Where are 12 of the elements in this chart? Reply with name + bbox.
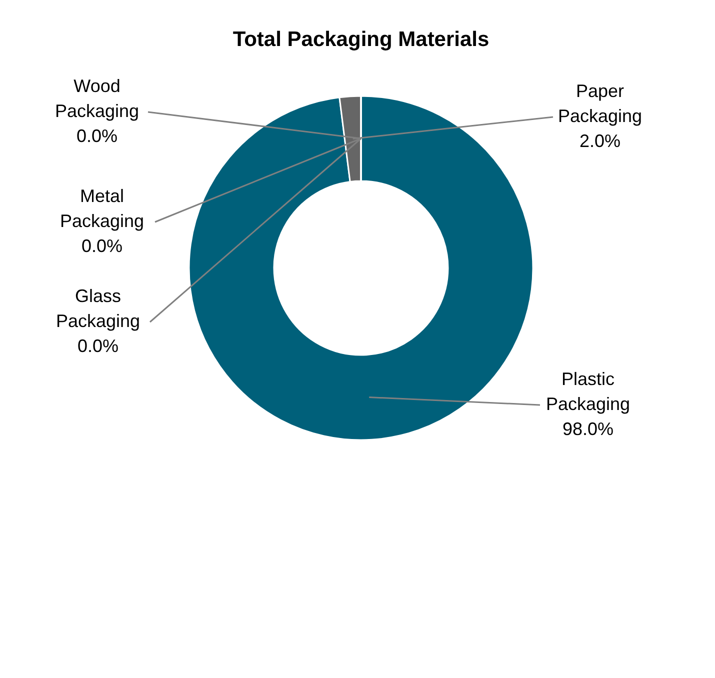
text: 0.0% (76, 126, 118, 146)
donut-slice (188, 95, 534, 440)
category-label: Glass Packaging (56, 286, 140, 331)
slice-label: Paper Packaging (558, 81, 642, 126)
data-label: 98.0% (562, 419, 614, 439)
chart-title: Total Packaging Materials (232, 28, 490, 51)
text: 0.0% (77, 336, 119, 356)
category-label: Wood Packaging (54, 76, 140, 121)
slice-label: Plastic Packaging (546, 369, 630, 414)
text: 0.0% (81, 236, 123, 256)
category-label: Metal Packaging (60, 186, 144, 231)
data-label: 2.0% (579, 131, 621, 151)
